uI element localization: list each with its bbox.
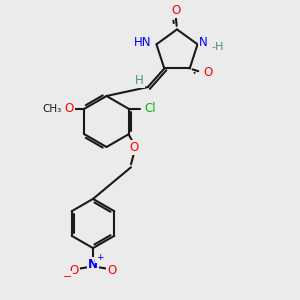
Text: −: −: [63, 272, 73, 282]
Text: H: H: [135, 74, 144, 87]
Text: -H: -H: [212, 42, 224, 52]
Text: Cl: Cl: [145, 102, 156, 115]
Text: O: O: [65, 102, 74, 115]
Text: O: O: [107, 263, 116, 277]
Text: N: N: [88, 258, 98, 271]
Text: CH₃: CH₃: [43, 104, 62, 114]
Text: HN: HN: [134, 36, 151, 49]
Text: O: O: [171, 4, 180, 17]
Text: N: N: [199, 36, 208, 49]
Text: O: O: [129, 141, 139, 154]
Text: O: O: [70, 263, 79, 277]
Text: O: O: [204, 66, 213, 79]
Text: +: +: [96, 254, 103, 262]
